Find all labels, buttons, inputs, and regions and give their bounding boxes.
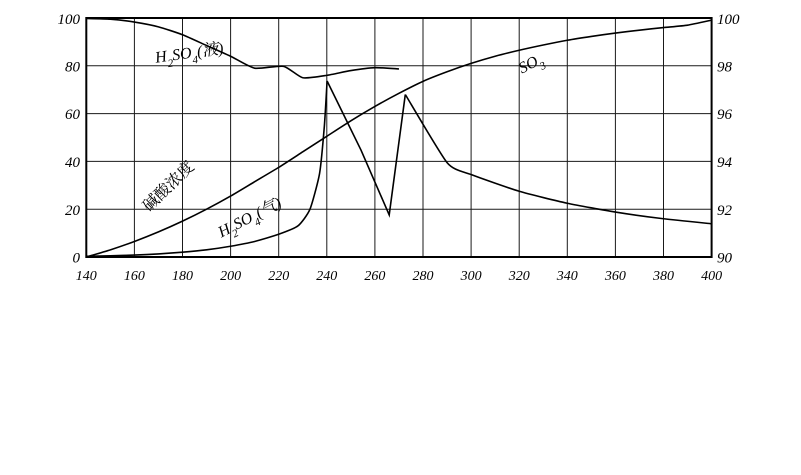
- svg-text:340: 340: [556, 269, 578, 284]
- svg-text:20: 20: [65, 203, 81, 219]
- svg-text:0: 0: [73, 251, 81, 267]
- svg-text:280: 280: [413, 269, 434, 284]
- svg-text:90: 90: [717, 251, 733, 267]
- svg-text:160: 160: [124, 269, 145, 284]
- svg-text:92: 92: [717, 203, 733, 219]
- svg-text:98: 98: [717, 60, 733, 76]
- svg-text:300: 300: [460, 269, 482, 284]
- svg-text:180: 180: [172, 269, 193, 284]
- svg-text:260: 260: [364, 269, 385, 284]
- svg-text:400: 400: [701, 269, 722, 284]
- svg-text:100: 100: [58, 12, 81, 28]
- svg-text:100: 100: [717, 12, 740, 28]
- svg-text:220: 220: [268, 269, 289, 284]
- svg-text:380: 380: [652, 269, 674, 284]
- svg-text:320: 320: [508, 269, 530, 284]
- svg-text:60: 60: [65, 107, 81, 123]
- svg-text:200: 200: [220, 269, 241, 284]
- svg-text:40: 40: [65, 155, 81, 171]
- svg-text:96: 96: [717, 107, 733, 123]
- svg-text:360: 360: [604, 269, 626, 284]
- svg-text:140: 140: [76, 269, 97, 284]
- svg-text:94: 94: [717, 155, 733, 171]
- svg-text:80: 80: [65, 60, 81, 76]
- svg-text:240: 240: [316, 269, 337, 284]
